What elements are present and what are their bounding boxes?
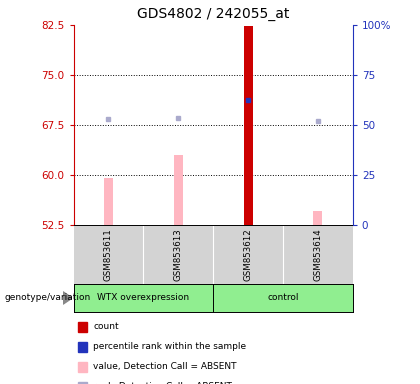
Text: control: control bbox=[267, 293, 299, 303]
Text: value, Detection Call = ABSENT: value, Detection Call = ABSENT bbox=[93, 362, 237, 371]
Bar bbox=[313, 211, 323, 225]
Text: GSM853611: GSM853611 bbox=[104, 228, 113, 281]
Text: rank, Detection Call = ABSENT: rank, Detection Call = ABSENT bbox=[93, 382, 232, 384]
Text: count: count bbox=[93, 323, 119, 331]
Text: genotype/variation: genotype/variation bbox=[4, 293, 90, 303]
Text: GSM853614: GSM853614 bbox=[313, 228, 323, 281]
Bar bbox=[174, 155, 183, 225]
Title: GDS4802 / 242055_at: GDS4802 / 242055_at bbox=[137, 7, 289, 21]
Bar bbox=[244, 26, 252, 225]
Text: GSM853612: GSM853612 bbox=[244, 228, 252, 281]
Text: WTX overexpression: WTX overexpression bbox=[97, 293, 189, 303]
Text: GSM853613: GSM853613 bbox=[174, 228, 183, 281]
Polygon shape bbox=[63, 292, 72, 304]
Bar bbox=[104, 178, 113, 225]
Text: percentile rank within the sample: percentile rank within the sample bbox=[93, 343, 247, 351]
